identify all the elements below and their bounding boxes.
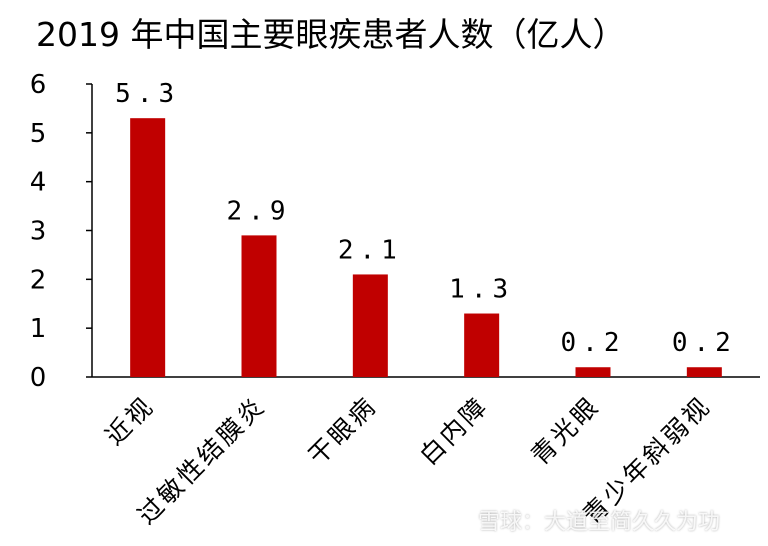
chart-title: 2019 年中国主要眼疾患者人数（亿人） bbox=[36, 15, 626, 54]
data-label: 0.2 bbox=[672, 328, 737, 358]
data-label: 2.9 bbox=[227, 196, 292, 226]
x-tick-label: 近视 bbox=[100, 391, 160, 451]
x-tick-label: 干眼病 bbox=[303, 391, 383, 471]
data-label: 5.3 bbox=[115, 79, 180, 109]
bar bbox=[686, 367, 722, 377]
y-tick-label: 3 bbox=[30, 217, 47, 247]
bar bbox=[575, 367, 611, 377]
y-tick-label: 1 bbox=[30, 314, 47, 344]
bar bbox=[241, 235, 277, 377]
data-label: 0.2 bbox=[561, 328, 626, 358]
x-tick-label: 白内障 bbox=[414, 391, 494, 471]
bar bbox=[464, 313, 500, 377]
y-tick-label: 5 bbox=[30, 119, 47, 149]
bar bbox=[130, 118, 166, 377]
data-label: 1.3 bbox=[449, 275, 514, 305]
y-tick-label: 2 bbox=[30, 265, 47, 295]
y-tick-label: 0 bbox=[30, 363, 47, 393]
x-tick-label: 青光眼 bbox=[525, 391, 605, 471]
y-tick-label: 6 bbox=[30, 70, 47, 100]
data-label: 2.1 bbox=[338, 235, 403, 265]
y-tick-label: 4 bbox=[30, 168, 47, 198]
bar bbox=[352, 274, 388, 377]
watermark-text: 雪球：大道至简久久为功 bbox=[478, 510, 721, 535]
